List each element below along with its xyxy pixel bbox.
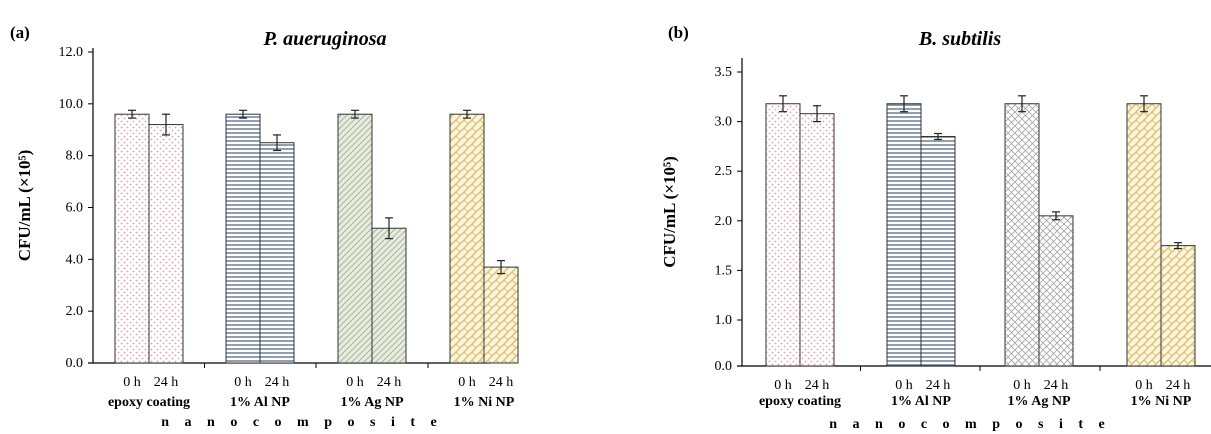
bar-time-label: 24 h: [805, 378, 830, 393]
category-label: 1% Ag NP: [1008, 394, 1071, 409]
bar-time-label: 0 h: [123, 375, 141, 390]
category-label: 1% Al NP: [230, 395, 290, 410]
y-tick-label: 2.5: [715, 164, 733, 179]
y-tick-label: 0.0: [715, 359, 733, 374]
bar: [483, 266, 519, 364]
y-axis-label: CFU/mL (×10⁵): [15, 150, 34, 262]
chart-title: P. aueruginosa: [262, 28, 386, 50]
bar: [1038, 215, 1074, 367]
bar: [148, 124, 184, 364]
bar-time-label: 0 h: [346, 375, 364, 390]
bar-time-label: 0 h: [1013, 378, 1031, 393]
bar: [1160, 245, 1196, 367]
y-tick-label: 6.0: [66, 201, 84, 216]
y-tick-label: 3.0: [715, 115, 733, 130]
bar-time-label: 0 h: [234, 375, 252, 390]
y-axis-label: CFU/mL (×10⁵): [660, 156, 679, 268]
x-axis-label: n a n o c o m p o s i t e: [829, 417, 1110, 432]
category-label: 1% Ag NP: [341, 395, 404, 410]
bar: [1004, 103, 1040, 367]
bar-time-label: 24 h: [489, 375, 514, 390]
bar-time-label: 24 h: [154, 375, 179, 390]
y-tick-label: 10.0: [59, 97, 84, 112]
y-tick-label: 1.0: [715, 313, 733, 328]
y-tick-label: 8.0: [66, 149, 84, 164]
bar-time-label: 0 h: [1135, 378, 1153, 393]
y-tick-label: 1.5: [715, 263, 733, 278]
bar: [449, 113, 485, 364]
bar-time-label: 24 h: [265, 375, 290, 390]
bar-time-label: 0 h: [895, 378, 913, 393]
y-tick-label: 4.0: [66, 252, 84, 267]
bar: [765, 103, 801, 367]
bar: [225, 113, 261, 364]
bar: [1126, 103, 1162, 367]
bar-time-label: 0 h: [774, 378, 792, 393]
chart-title: B. subtilis: [918, 28, 1001, 50]
bar-time-label: 24 h: [926, 378, 951, 393]
y-tick-label: 3.5: [715, 65, 733, 80]
category-label: epoxy coating: [759, 394, 841, 409]
y-tick-label: 0.0: [66, 356, 84, 371]
bar: [259, 142, 295, 364]
bar-time-label: 24 h: [1166, 378, 1191, 393]
category-label: 1% Ni NP: [1131, 394, 1192, 409]
bar-time-label: 24 h: [1044, 378, 1069, 393]
bar-time-label: 24 h: [377, 375, 402, 390]
y-tick-label: 2.0: [66, 304, 84, 319]
panel-label: (b): [668, 23, 689, 42]
category-label: 1% Ni NP: [454, 395, 515, 410]
chart-panel-a: (a) P. aueruginosa CFU/mL (×10⁵) 0.0 2.0 4.0 6…: [10, 23, 519, 430]
panel-label: (a): [10, 23, 30, 42]
bar: [886, 103, 922, 367]
y-tick-label: 2.0: [715, 214, 733, 229]
bar: [114, 113, 150, 364]
bar-time-label: 0 h: [458, 375, 476, 390]
category-label: epoxy coating: [108, 395, 190, 410]
bar: [799, 113, 835, 367]
bar: [920, 135, 956, 367]
category-label: 1% Al NP: [891, 394, 951, 409]
chart-panel-b: (b) B. subtilis CFU/mL (×10⁵) 0.0 1.0 1.5 2.0 2…: [660, 23, 1211, 432]
x-axis-label: n a n o c o m p o s i t e: [161, 415, 442, 430]
bar: [337, 113, 373, 364]
y-tick-label: 12.0: [59, 45, 84, 60]
bar: [371, 227, 407, 364]
